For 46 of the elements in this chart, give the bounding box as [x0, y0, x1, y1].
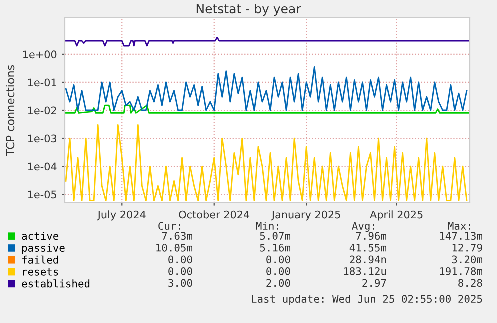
x-tick-label: January 2025	[271, 210, 340, 221]
x-tick-label: October 2024	[179, 210, 250, 219]
text: 28.94n	[350, 256, 386, 264]
y-tick-label: 1e-05	[28, 190, 56, 199]
text: Max:	[448, 222, 470, 230]
legend-label: passive	[22, 244, 65, 254]
text: 183.12u	[344, 267, 386, 276]
text: Min:	[256, 222, 278, 230]
y-tick-label: 1e-04	[28, 162, 57, 171]
text: 3.20m	[452, 256, 483, 264]
y-tick-label: 1e-01	[28, 78, 56, 87]
text: 10.05m	[156, 244, 193, 252]
text: 12.79	[452, 244, 482, 252]
line-series	[65, 36, 470, 47]
text: 191.78m	[440, 267, 483, 276]
line-series	[65, 66, 468, 112]
text: 0.00	[266, 267, 290, 276]
y-tick-label: 1e+00	[23, 50, 57, 59]
text: 0.00	[266, 256, 290, 264]
text: 7.63m	[162, 232, 193, 240]
text: Cur:	[158, 222, 180, 230]
text: 8.28	[458, 279, 482, 288]
chart-title: Netstat - by year	[196, 4, 302, 16]
legend-label: active	[22, 232, 59, 240]
text: 5.07m	[260, 232, 291, 240]
text: 41.55m	[350, 244, 387, 252]
x-tick-label: April 2025	[370, 210, 423, 221]
y-axis-title: TCP connections	[6, 65, 15, 156]
text: 0.00	[168, 256, 192, 264]
line-series	[65, 104, 470, 114]
line-series	[65, 124, 468, 202]
y-tick-label: 1e-02	[28, 106, 56, 115]
text: 147.13m	[440, 232, 483, 240]
text: Avg:	[352, 222, 374, 232]
text: 5.16m	[260, 244, 291, 252]
text: Last update: Wed Jun 25 02:55:00 2025	[252, 294, 482, 306]
text: 0.00	[168, 267, 192, 276]
legend-label: established	[22, 280, 90, 288]
text: 2.97	[362, 279, 386, 288]
text: 2.00	[266, 279, 290, 288]
x-tick-label: July 2024	[97, 210, 146, 221]
y-tick-label: 1e-03	[28, 134, 57, 143]
legend-label: failed	[22, 256, 58, 264]
text: 3.00	[168, 279, 192, 288]
legend-label: resets	[23, 268, 58, 276]
text: 7.96m	[356, 232, 387, 240]
